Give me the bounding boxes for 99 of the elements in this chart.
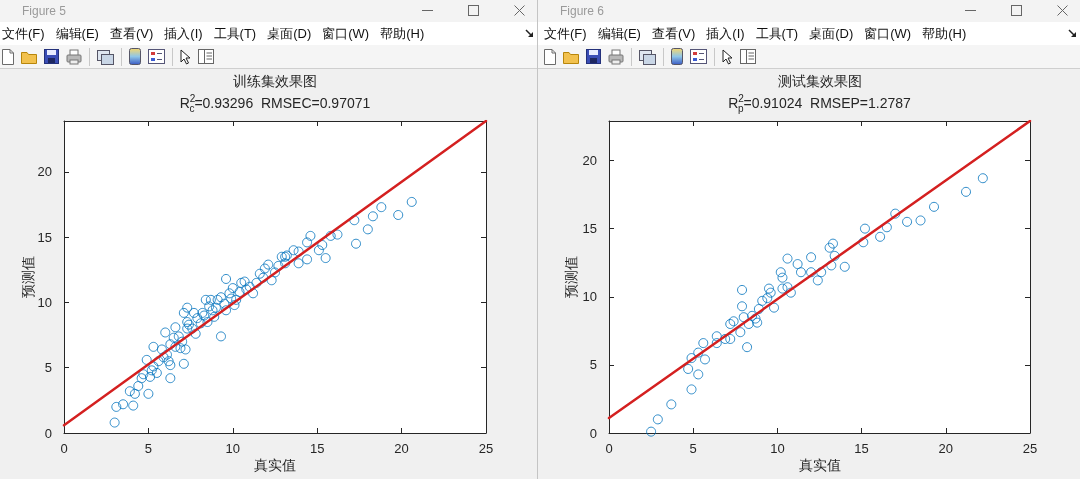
point: [762, 293, 773, 304]
point: [812, 275, 823, 286]
point: [700, 354, 710, 365]
point: [693, 347, 704, 358]
point: [839, 261, 850, 272]
text: 插入(I): [164, 24, 203, 43]
point: [683, 363, 694, 374]
point: [666, 399, 677, 410]
point: [859, 223, 870, 234]
text: 编辑(E): [597, 24, 641, 43]
point: [902, 216, 913, 227]
point: [915, 215, 926, 226]
x-tick-label: 25: [1022, 441, 1038, 456]
y-tick-label: 10: [582, 289, 597, 305]
x-tick-label: 5: [689, 441, 697, 456]
point: [961, 186, 972, 197]
chart-subtitle: R$^{2}$$_{c}$=0.93296 RMSEC=0.97071: [178, 93, 372, 114]
x-tick-label: 0: [60, 441, 68, 456]
point: [765, 287, 776, 298]
x-axis-title: 真实值: [798, 457, 841, 473]
text: 编辑(E): [55, 24, 99, 43]
point: [686, 353, 697, 364]
point: [816, 267, 827, 278]
point: [827, 238, 838, 249]
point: [858, 237, 869, 248]
point: [742, 342, 753, 353]
point: [646, 426, 657, 437]
point: [725, 333, 736, 344]
x-tick-label: 5: [144, 441, 153, 456]
x-tick-label: 0: [605, 441, 613, 456]
chart-subtitle: R$^{2}$$_{p}$=0.91024 RMSEP=1.2787: [727, 93, 912, 114]
point: [829, 250, 840, 261]
point: [711, 338, 722, 349]
point: [757, 295, 768, 306]
point: [735, 327, 746, 338]
point: [775, 267, 786, 278]
text: 帮助(H): [922, 24, 967, 43]
point: [806, 252, 817, 263]
text: 桌面(D): [267, 24, 312, 43]
x-tick-label: 20: [938, 441, 954, 456]
chart-title: 测试集效果图: [776, 73, 863, 91]
x-tick-label: 15: [854, 441, 869, 456]
point: [795, 267, 806, 278]
y-axis-title: 预测值: [563, 256, 579, 298]
point: [720, 333, 731, 344]
y-tick-label: 20: [37, 164, 52, 180]
text: 文件(F): [2, 24, 45, 43]
y-tick-label: 15: [582, 221, 597, 237]
point: [785, 287, 796, 298]
text: 帮助(H): [380, 24, 425, 43]
text: 窗口(W): [322, 24, 370, 43]
point: [890, 208, 901, 219]
text: 查看(V): [109, 24, 154, 43]
y-tick-label: 10: [37, 294, 52, 310]
point: [686, 384, 697, 395]
point: [711, 331, 722, 342]
point: [738, 312, 749, 323]
y-tick-label: 20: [582, 153, 597, 169]
text: 文件(F): [544, 24, 587, 43]
point: [652, 414, 663, 425]
point: [792, 259, 803, 270]
point: [698, 338, 709, 349]
point: [929, 201, 940, 212]
point: [777, 272, 788, 283]
text: 插入(I): [706, 24, 745, 43]
point: [693, 369, 704, 380]
point: [753, 304, 764, 315]
x-tick-label: 10: [770, 441, 785, 456]
text: 工具(T): [755, 24, 799, 43]
point: [737, 301, 748, 312]
point: [737, 284, 748, 295]
y-tick-label: 5: [44, 360, 52, 376]
point: [752, 317, 763, 328]
point: [769, 302, 780, 313]
y-tick-label: 0: [44, 425, 52, 441]
text: 桌面(D): [809, 24, 854, 43]
text: 工具(T): [213, 24, 257, 43]
point: [763, 283, 774, 294]
y-tick-label: 0: [589, 425, 597, 441]
point: [777, 283, 788, 294]
point: [875, 231, 886, 242]
point: [806, 267, 817, 278]
chart-title: 训练集效果图: [232, 73, 318, 91]
point: [826, 260, 837, 271]
text: 窗口(W): [864, 24, 912, 43]
point: [782, 253, 793, 264]
caption: Figure 5: [22, 4, 67, 18]
text: 查看(V): [651, 24, 696, 43]
x-tick-label: 25: [478, 441, 494, 456]
x-tick-label: 20: [394, 441, 409, 456]
point: [977, 173, 988, 184]
y-tick-label: 15: [37, 229, 52, 245]
caption: Figure 6: [560, 4, 605, 18]
x-axis-title: 真实值: [254, 457, 296, 473]
x-tick-label: 15: [309, 441, 325, 456]
point: [824, 242, 835, 253]
y-axis-title: 预测值: [20, 256, 36, 298]
y-tick-label: 5: [589, 357, 597, 373]
x-tick-label: 10: [225, 441, 241, 456]
